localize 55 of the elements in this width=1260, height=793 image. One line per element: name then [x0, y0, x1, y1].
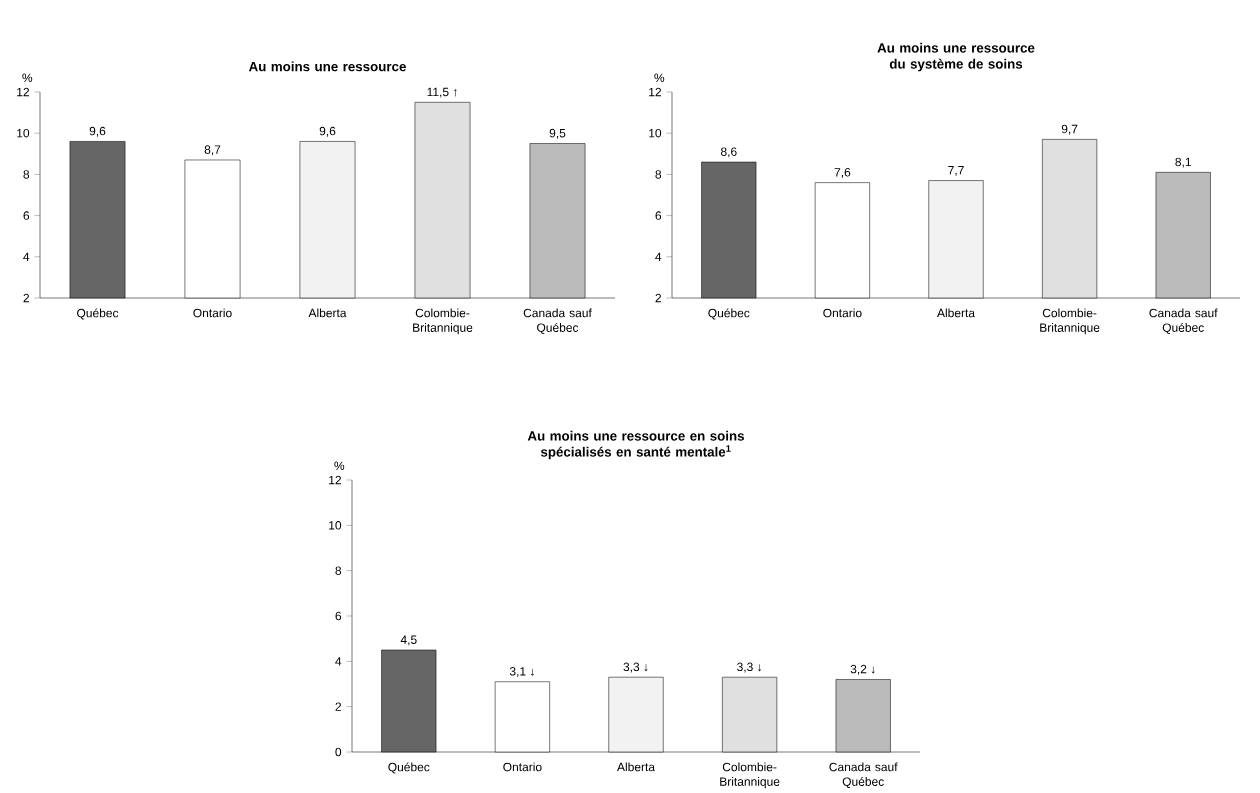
- x-tick-label: Ontario: [503, 762, 542, 772]
- x-tick-label: Alberta: [617, 762, 656, 772]
- y-tick-label: 6: [655, 211, 662, 221]
- y-tick-label: 4: [23, 252, 30, 262]
- chart-title: Au moins une ressource du système de soins: [877, 43, 1035, 72]
- data-label: 9,5: [549, 129, 566, 139]
- data-label: 9,6: [319, 126, 336, 137]
- data-label: 4,5: [400, 635, 417, 646]
- y-tick-label: 8: [23, 170, 30, 179]
- data-label: 7,7: [948, 166, 964, 177]
- data-label: 8,1: [1175, 157, 1191, 168]
- x-tick-label: Alberta: [308, 308, 347, 318]
- y-axis-title: %: [654, 73, 665, 83]
- data-label: 8,6: [720, 147, 737, 158]
- data-label: 11,5 ↑: [427, 87, 457, 98]
- y-tick-label: 2: [335, 702, 341, 712]
- x-tick-label: Canada sauf Québec: [1149, 308, 1218, 335]
- y-tick-label: 8: [655, 170, 662, 179]
- x-tick-label: Québec: [77, 308, 119, 320]
- y-tick-label: 0: [335, 747, 342, 757]
- y-tick-label: 6: [23, 211, 30, 221]
- x-tick-label: Colombie-Britannique: [413, 308, 473, 335]
- x-tick-label: Canada sauf Québec: [829, 762, 898, 789]
- data-label: 3,3 ↓: [623, 662, 648, 673]
- y-tick-label: 2: [23, 293, 29, 303]
- data-label: 7,6: [834, 168, 851, 179]
- x-tick-label: Québec: [388, 762, 430, 774]
- y-tick-label: 10: [649, 129, 662, 138]
- data-label: 8,7: [204, 145, 221, 156]
- data-label: 3,2 ↓: [850, 664, 875, 675]
- data-label: 3,3 ↓: [737, 662, 762, 673]
- chart-title: Au moins une ressource en soins spécialisés en santé mentale$^{1}$: [527, 431, 744, 460]
- data-label: 9,7: [1061, 124, 1078, 135]
- x-tick-label: Colombie-Britannique: [720, 762, 780, 789]
- y-tick-label: 12: [17, 87, 29, 97]
- x-tick-label: Canada sauf Québec: [523, 308, 592, 335]
- data-label: 3,1 ↓: [509, 667, 534, 678]
- x-tick-label: Ontario: [823, 308, 862, 318]
- y-axis-title: %: [334, 461, 345, 471]
- y-tick-label: 12: [649, 87, 661, 97]
- data-label: 9,6: [89, 126, 106, 137]
- y-tick-label: 2: [655, 293, 661, 303]
- x-tick-label: Ontario: [193, 308, 232, 318]
- y-tick-label: 6: [335, 611, 342, 621]
- x-tick-label: Québec: [708, 308, 750, 320]
- y-tick-label: 4: [335, 657, 342, 666]
- x-tick-label: Alberta: [937, 308, 976, 318]
- x-tick-label: Colombie-Britannique: [1040, 308, 1100, 335]
- chart-title: Au moins une ressource: [248, 61, 406, 72]
- y-tick-label: 4: [655, 252, 662, 262]
- y-tick-label: 8: [335, 566, 342, 576]
- y-tick-label: 10: [17, 129, 30, 138]
- y-tick-label: 12: [329, 475, 341, 485]
- y-axis-title: %: [22, 73, 33, 83]
- y-tick-label: 10: [329, 521, 342, 530]
